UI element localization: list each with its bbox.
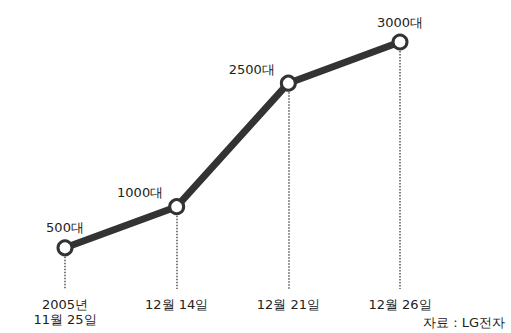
svg-text:11월 25일: 11월 25일 [33, 312, 96, 327]
svg-text:자료 : LG전자: 자료 : LG전자 [423, 315, 505, 330]
svg-text:3000대: 3000대 [377, 15, 423, 30]
svg-text:12월 21일: 12월 21일 [257, 297, 320, 312]
svg-text:1000대: 1000대 [117, 185, 163, 200]
svg-text:2005년: 2005년 [42, 297, 88, 312]
svg-text:500대: 500대 [46, 220, 84, 235]
svg-text:2500대: 2500대 [229, 62, 275, 77]
svg-text:12월 14일: 12월 14일 [145, 297, 208, 312]
svg-text:12월 26일: 12월 26일 [368, 297, 431, 312]
